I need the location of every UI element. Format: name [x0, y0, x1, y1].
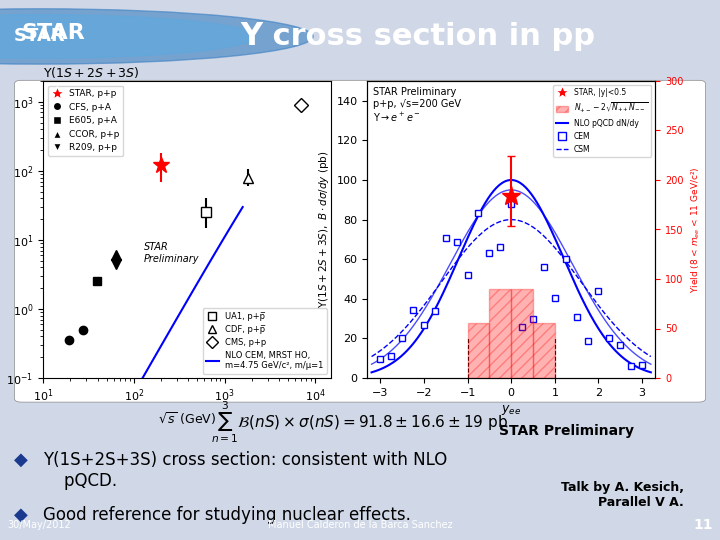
CEM pts — [387, 353, 395, 359]
Text: 30/May/2012: 30/May/2012 — [7, 520, 71, 530]
Text: STAR: STAR — [22, 23, 86, 43]
Y-axis label: Yield (8 < $m_{ee}$ < 11 GeV/c²): Yield (8 < $m_{ee}$ < 11 GeV/c²) — [689, 166, 701, 293]
Text: STAR: STAR — [14, 28, 66, 45]
Text: ◆: ◆ — [14, 451, 28, 469]
Text: Υ(1S+2S+3S) cross section: consistent with NLO
    pQCD.: Υ(1S+2S+3S) cross section: consistent wi… — [43, 451, 447, 490]
CEM pts — [420, 322, 428, 328]
Text: Good reference for studying nuclear effects.: Good reference for studying nuclear effe… — [43, 506, 411, 524]
CEM — [419, 308, 428, 314]
CEM — [379, 354, 387, 361]
CEM pts — [463, 272, 472, 278]
Circle shape — [0, 9, 313, 64]
CEM pts — [551, 295, 559, 302]
Text: 11: 11 — [693, 518, 713, 532]
CSM — [367, 353, 376, 360]
CEM — [634, 353, 642, 360]
Bar — [467, 322, 490, 378]
CEM pts — [562, 255, 570, 262]
NLO pQCD dN/dy — [624, 359, 633, 365]
NLO pQCD dN/dy — [419, 326, 428, 333]
CSM — [506, 217, 515, 223]
CSM — [441, 272, 450, 279]
Y-axis label: $\Upsilon(1S+2S+3S),\ B \cdot d\sigma/dy$ (pb): $\Upsilon(1S+2S+3S),\ B \cdot d\sigma/dy… — [317, 151, 330, 308]
NLO pQCD dN/dy — [506, 177, 515, 183]
NLO pQCD dN/dy — [384, 362, 392, 369]
NLO pQCD dN/dy — [441, 284, 450, 290]
CEM pts — [627, 363, 636, 370]
CEM pts — [485, 249, 494, 256]
CSM — [419, 303, 428, 309]
CEM pts — [397, 335, 406, 341]
NLO pQCD dN/dy — [379, 365, 387, 372]
X-axis label: $y_{ee}$: $y_{ee}$ — [501, 403, 521, 417]
Line: NLO pQCD dN/dy: NLO pQCD dN/dy — [372, 180, 651, 373]
NLO pQCD dN/dy — [367, 369, 376, 376]
CEM pts — [616, 341, 625, 348]
CEM pts — [496, 243, 505, 249]
Line: CEM pts: CEM pts — [377, 201, 646, 370]
FancyBboxPatch shape — [14, 80, 706, 402]
CEM — [506, 187, 515, 193]
Bar — [533, 322, 555, 378]
CEM pts — [539, 264, 548, 270]
CEM — [624, 345, 633, 352]
Text: STAR
Preliminary: STAR Preliminary — [144, 242, 199, 264]
CEM — [647, 361, 655, 367]
CSM — [384, 341, 392, 348]
Circle shape — [0, 15, 256, 58]
Text: Manuel Calderon de la Barca Sanchez: Manuel Calderon de la Barca Sanchez — [268, 520, 452, 530]
CEM pts — [452, 238, 461, 245]
NLO pQCD dN/dy — [647, 369, 655, 376]
Legend: STAR, |y|<0.5, $N_{+-} - 2\sqrt{N_{++}N_{--}}$, NLO pQCD dN/dy, CEM, CSM: STAR, |y|<0.5, $N_{+-} - 2\sqrt{N_{++}N_… — [553, 85, 652, 157]
Line: CSM: CSM — [372, 220, 651, 356]
CSM — [624, 336, 633, 342]
X-axis label: $\sqrt{s}$ (GeV): $\sqrt{s}$ (GeV) — [158, 410, 216, 427]
CEM — [441, 268, 450, 275]
Bar — [490, 289, 511, 378]
CEM pts — [518, 323, 526, 330]
CEM pts — [507, 201, 516, 208]
CEM — [367, 361, 376, 367]
CEM pts — [409, 307, 418, 314]
CEM pts — [441, 234, 450, 241]
Text: $\sum_{n=1}^{3} \mathcal{B}(nS) \times \sigma(nS) = 91.8 \pm 16.6 \pm 19\ \mathr: $\sum_{n=1}^{3} \mathcal{B}(nS) \times \… — [212, 399, 508, 445]
CEM pts — [431, 308, 439, 314]
Text: ◆: ◆ — [14, 506, 28, 524]
CEM pts — [572, 314, 581, 320]
Line: CEM: CEM — [372, 190, 651, 364]
Text: $\Upsilon(1S+2S+3S)$: $\Upsilon(1S+2S+3S)$ — [43, 65, 140, 80]
CEM pts — [474, 210, 483, 216]
CSM — [634, 345, 642, 351]
CEM pts — [594, 287, 603, 294]
CSM — [379, 346, 387, 352]
Y-axis label: $B \cdot d\sigma_\Upsilon/dy|_{y=0}$ (pb): $B \cdot d\sigma_\Upsilon/dy|_{y=0}$ (pb… — [0, 178, 1, 281]
Text: Υ cross section in pp: Υ cross section in pp — [240, 22, 595, 51]
CEM pts — [528, 316, 537, 322]
Text: STAR Preliminary
p+p, √s=200 GeV
$\Upsilon \to e^+e^-$: STAR Preliminary p+p, √s=200 GeV $\Upsil… — [373, 87, 461, 124]
CSM — [647, 353, 655, 360]
Bar — [511, 289, 533, 378]
CEM pts — [605, 334, 613, 341]
Text: STAR Preliminary: STAR Preliminary — [498, 424, 634, 438]
CEM pts — [583, 338, 592, 345]
Text: Talk by A. Kesich,
Parallel V A.: Talk by A. Kesich, Parallel V A. — [561, 482, 684, 509]
CEM — [384, 350, 392, 356]
CEM pts — [638, 362, 647, 368]
CEM pts — [376, 356, 384, 362]
NLO pQCD dN/dy — [634, 364, 642, 371]
Legend: UA1, p+p̅, CDF, p+p̅, CMS, p+p, NLO CEM, MRST HO,
m=4.75 GeV/c², m/μ=1: UA1, p+p̅, CDF, p+p̅, CMS, p+p, NLO CEM,… — [203, 308, 327, 374]
